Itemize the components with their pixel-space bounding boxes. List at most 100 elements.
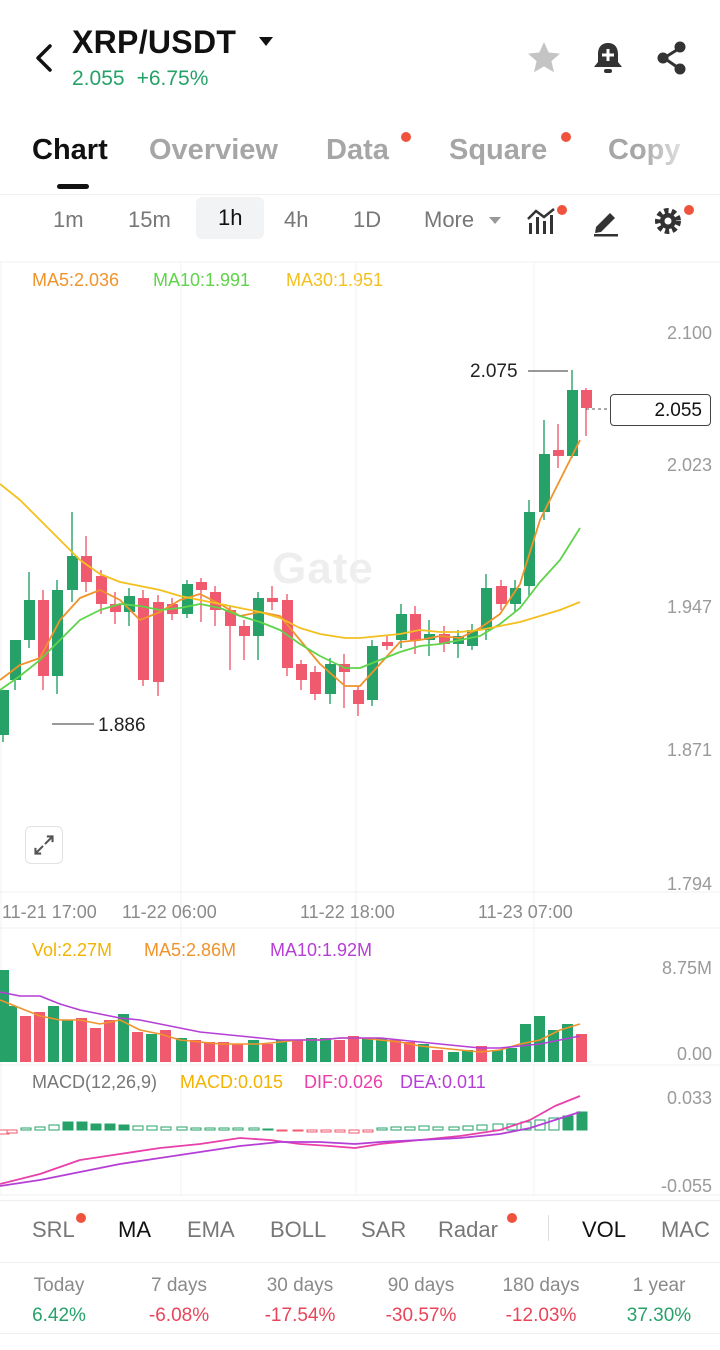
candle-body — [182, 584, 193, 614]
indicator-ma[interactable]: MA — [118, 1217, 151, 1242]
tab-chart[interactable]: Chart — [32, 134, 108, 166]
time-axis-label: 11-22 18:00 — [300, 902, 395, 922]
moving-averages — [0, 439, 581, 691]
perf-label: 7 days — [151, 1275, 207, 1296]
candle-body — [110, 604, 121, 612]
candle-body — [539, 454, 550, 512]
volume-bar — [362, 1038, 373, 1062]
macd-bar — [306, 1129, 318, 1133]
indicator-sar[interactable]: SAR — [361, 1217, 407, 1242]
candlestick-chart[interactable] — [0, 0, 720, 1200]
interval-4h[interactable]: 4h — [284, 207, 309, 232]
macd-axis-top: 0.033 — [666, 1088, 712, 1108]
last-price: 2.055 — [72, 67, 125, 90]
pencil-icon[interactable] — [588, 203, 624, 239]
share-icon[interactable] — [652, 38, 692, 78]
volume-bar — [204, 1042, 215, 1062]
volume-bar — [90, 1028, 101, 1062]
star-icon[interactable] — [524, 38, 564, 78]
ma30-line — [0, 483, 581, 639]
macd-bar — [62, 1121, 74, 1131]
legend-ma5: MA5:2.036 — [32, 270, 120, 290]
macd-axis-bottom: -0.055 — [660, 1176, 712, 1196]
volume-bar — [0, 970, 9, 1062]
dea-line — [0, 1111, 581, 1187]
volume-bar — [232, 1044, 243, 1062]
expand-icon[interactable] — [25, 826, 63, 864]
interval-1d[interactable]: 1D — [353, 207, 382, 232]
gear-icon[interactable] — [650, 203, 686, 239]
candle-body — [325, 664, 336, 694]
candle-body — [481, 588, 492, 630]
legend-dif: DIF:0.026 — [304, 1072, 384, 1092]
notification-dot — [557, 205, 567, 215]
caret-down-icon[interactable] — [488, 215, 502, 225]
perf-value: -12.03% — [505, 1305, 577, 1326]
perf-label: 90 days — [387, 1275, 455, 1296]
chart-annotations — [52, 370, 608, 725]
macd-bar — [476, 1124, 488, 1131]
macd-bar — [390, 1126, 402, 1131]
notification-dot — [76, 1213, 86, 1223]
volume-bar — [448, 1052, 459, 1062]
volume-bar — [562, 1024, 573, 1062]
volume-bar — [320, 1038, 331, 1062]
candle-body — [24, 600, 35, 640]
volume-bar — [248, 1040, 259, 1062]
perf-today: Today 6.42% — [4, 1275, 114, 1327]
perf-label: Today — [33, 1275, 85, 1296]
macd-bar — [348, 1129, 360, 1134]
indicator-radar[interactable]: Radar — [438, 1217, 498, 1242]
macd-bar — [334, 1129, 346, 1133]
macd-bar — [548, 1117, 560, 1131]
price-axis-label: 2.023 — [666, 455, 712, 475]
caret-down-icon[interactable] — [256, 34, 276, 50]
perf-7d: 7 days -6.08% — [124, 1275, 234, 1327]
macd-bar — [418, 1125, 430, 1131]
candle-body — [567, 390, 578, 456]
volume-bar — [476, 1046, 487, 1062]
legend-vol-ma10: MA10:1.92M — [270, 940, 373, 960]
indicator-boll[interactable]: BOLL — [270, 1217, 327, 1242]
time-axis-label: 11-21 17:00 — [2, 902, 97, 922]
pair-title[interactable]: XRP/USDT — [72, 24, 237, 60]
perf-value: -30.57% — [385, 1305, 457, 1326]
volume-bar — [62, 1020, 73, 1062]
macd-bar — [160, 1126, 172, 1131]
volume-bar — [506, 1048, 517, 1062]
bell-plus-icon[interactable] — [588, 38, 628, 78]
candle-body — [10, 640, 21, 680]
macd-bar — [48, 1124, 60, 1131]
interval-more[interactable]: More — [424, 207, 475, 232]
indicator-separator — [548, 1215, 549, 1241]
tab-square[interactable]: Square — [449, 134, 548, 166]
tab-overview[interactable]: Overview — [149, 134, 278, 166]
indicator-chart-icon[interactable] — [524, 203, 560, 239]
macd-bar — [20, 1127, 32, 1131]
indicator-bar: SRL MA EMA BOLL SAR Radar VOL MAC — [0, 1200, 720, 1258]
indicator-ema[interactable]: EMA — [187, 1217, 235, 1242]
macd-bar — [6, 1129, 18, 1134]
interval-1m[interactable]: 1m — [53, 207, 84, 232]
perf-label: 1 year — [632, 1275, 686, 1296]
macd-bar — [34, 1126, 46, 1131]
candle-body — [196, 582, 207, 590]
volume-bar — [534, 1016, 545, 1062]
indicator-macd[interactable]: MAC — [661, 1217, 710, 1242]
macd-bar — [276, 1129, 288, 1132]
perf-1y: 1 year 37.30% — [604, 1275, 714, 1327]
tab-data[interactable]: Data — [326, 134, 389, 166]
legend-ma30: MA30:1.951 — [286, 270, 384, 290]
indicator-srl[interactable]: SRL — [32, 1217, 75, 1242]
macd-bar — [432, 1126, 444, 1131]
notification-dot — [561, 132, 571, 142]
current-price-tag: 2.055 — [610, 394, 711, 426]
candle-body — [424, 634, 435, 640]
legend-macd-title: MACD(12,26,9) — [32, 1072, 158, 1092]
volume-bar — [432, 1050, 443, 1062]
indicator-vol[interactable]: VOL — [582, 1217, 627, 1242]
interval-1h[interactable]: 1h — [196, 197, 265, 239]
back-arrow-icon[interactable] — [28, 38, 62, 78]
interval-15m[interactable]: 15m — [128, 207, 171, 232]
time-axis-label: 11-22 06:00 — [122, 902, 217, 922]
